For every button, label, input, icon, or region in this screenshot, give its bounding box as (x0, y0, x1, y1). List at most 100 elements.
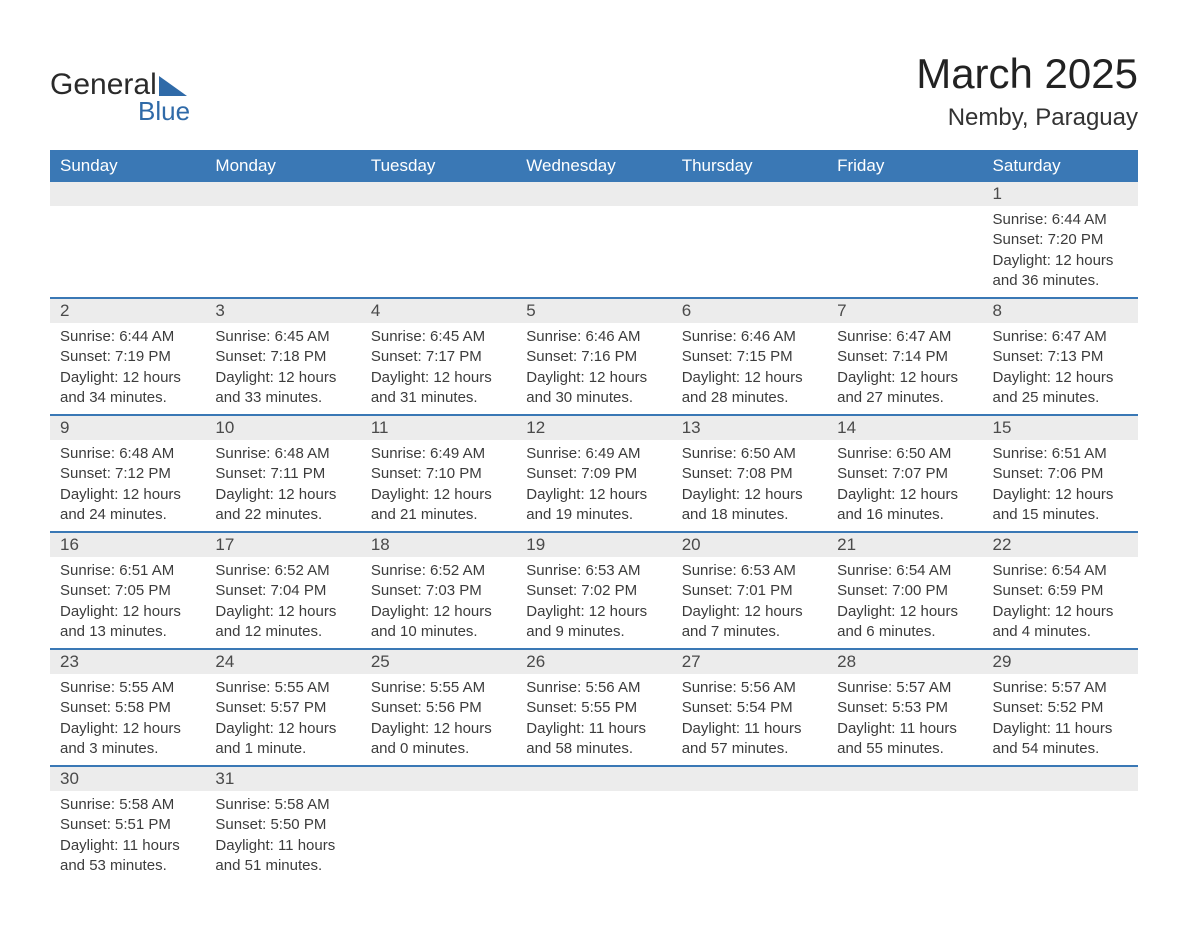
sunrise-text: Sunrise: 6:50 AM (682, 444, 817, 464)
sunrise-text: Sunrise: 6:44 AM (993, 210, 1128, 230)
calendar-table: Sunday Monday Tuesday Wednesday Thursday… (50, 150, 1138, 882)
day-number-cell (361, 182, 516, 206)
daylight-text: and 7 minutes. (682, 622, 817, 642)
daylight-text: and 3 minutes. (60, 739, 195, 759)
sunrise-text: Sunrise: 6:53 AM (526, 561, 661, 581)
day-number-row: 3031 (50, 766, 1138, 791)
day-number-cell: 22 (983, 532, 1138, 557)
day-content-cell: Sunrise: 5:58 AMSunset: 5:51 PMDaylight:… (50, 791, 205, 882)
daylight-text: Daylight: 12 hours (215, 485, 350, 505)
month-title: March 2025 (916, 50, 1138, 98)
day-content-cell: Sunrise: 6:44 AMSunset: 7:19 PMDaylight:… (50, 323, 205, 415)
dow-saturday: Saturday (983, 150, 1138, 182)
daylight-text: Daylight: 11 hours (993, 719, 1128, 739)
sunset-text: Sunset: 7:01 PM (682, 581, 817, 601)
day-content-cell: Sunrise: 6:45 AMSunset: 7:17 PMDaylight:… (361, 323, 516, 415)
sunset-text: Sunset: 7:16 PM (526, 347, 661, 367)
day-number-cell: 23 (50, 649, 205, 674)
day-number-cell (361, 766, 516, 791)
sunrise-text: Sunrise: 5:58 AM (215, 795, 350, 815)
day-content-cell: Sunrise: 6:53 AMSunset: 7:02 PMDaylight:… (516, 557, 671, 649)
daylight-text: and 1 minute. (215, 739, 350, 759)
day-content-cell (983, 791, 1138, 882)
daylight-text: Daylight: 12 hours (837, 368, 972, 388)
daylight-text: Daylight: 11 hours (526, 719, 661, 739)
daylight-text: and 12 minutes. (215, 622, 350, 642)
daylight-text: and 0 minutes. (371, 739, 506, 759)
day-content-row: Sunrise: 5:55 AMSunset: 5:58 PMDaylight:… (50, 674, 1138, 766)
daylight-text: Daylight: 12 hours (371, 368, 506, 388)
daylight-text: and 24 minutes. (60, 505, 195, 525)
sunrise-text: Sunrise: 6:45 AM (215, 327, 350, 347)
sunset-text: Sunset: 7:00 PM (837, 581, 972, 601)
header: General Blue March 2025 Nemby, Paraguay (50, 50, 1138, 132)
daylight-text: and 30 minutes. (526, 388, 661, 408)
sunset-text: Sunset: 7:09 PM (526, 464, 661, 484)
day-content-cell: Sunrise: 6:49 AMSunset: 7:10 PMDaylight:… (361, 440, 516, 532)
day-content-cell: Sunrise: 6:46 AMSunset: 7:15 PMDaylight:… (672, 323, 827, 415)
day-content-cell: Sunrise: 6:47 AMSunset: 7:13 PMDaylight:… (983, 323, 1138, 415)
day-content-cell: Sunrise: 6:50 AMSunset: 7:07 PMDaylight:… (827, 440, 982, 532)
day-content-row: Sunrise: 5:58 AMSunset: 5:51 PMDaylight:… (50, 791, 1138, 882)
day-number-row: 9101112131415 (50, 415, 1138, 440)
day-number-cell: 8 (983, 298, 1138, 323)
sunset-text: Sunset: 7:04 PM (215, 581, 350, 601)
daylight-text: Daylight: 11 hours (60, 836, 195, 856)
daylight-text: and 55 minutes. (837, 739, 972, 759)
logo: General Blue (50, 50, 190, 127)
sunset-text: Sunset: 7:07 PM (837, 464, 972, 484)
day-number-cell: 28 (827, 649, 982, 674)
sunrise-text: Sunrise: 5:56 AM (526, 678, 661, 698)
daylight-text: and 58 minutes. (526, 739, 661, 759)
sunrise-text: Sunrise: 5:57 AM (993, 678, 1128, 698)
day-number-cell: 14 (827, 415, 982, 440)
daylight-text: Daylight: 12 hours (60, 602, 195, 622)
daylight-text: Daylight: 12 hours (993, 368, 1128, 388)
day-content-cell: Sunrise: 6:54 AMSunset: 6:59 PMDaylight:… (983, 557, 1138, 649)
sunrise-text: Sunrise: 6:50 AM (837, 444, 972, 464)
day-content-cell: Sunrise: 5:55 AMSunset: 5:58 PMDaylight:… (50, 674, 205, 766)
day-number-cell: 30 (50, 766, 205, 791)
day-content-cell (361, 206, 516, 298)
sunset-text: Sunset: 7:02 PM (526, 581, 661, 601)
sunset-text: Sunset: 5:54 PM (682, 698, 817, 718)
title-block: March 2025 Nemby, Paraguay (916, 50, 1138, 132)
daylight-text: and 21 minutes. (371, 505, 506, 525)
day-number-cell: 29 (983, 649, 1138, 674)
dow-friday: Friday (827, 150, 982, 182)
daylight-text: Daylight: 12 hours (682, 485, 817, 505)
sunset-text: Sunset: 7:08 PM (682, 464, 817, 484)
day-content-cell: Sunrise: 6:50 AMSunset: 7:08 PMDaylight:… (672, 440, 827, 532)
day-content-cell: Sunrise: 5:55 AMSunset: 5:57 PMDaylight:… (205, 674, 360, 766)
sunset-text: Sunset: 5:56 PM (371, 698, 506, 718)
day-number-row: 1 (50, 182, 1138, 206)
day-content-cell (205, 206, 360, 298)
daylight-text: and 13 minutes. (60, 622, 195, 642)
sunset-text: Sunset: 5:50 PM (215, 815, 350, 835)
day-number-cell (827, 182, 982, 206)
daylight-text: Daylight: 11 hours (682, 719, 817, 739)
day-number-cell: 21 (827, 532, 982, 557)
daylight-text: and 6 minutes. (837, 622, 972, 642)
sunset-text: Sunset: 7:06 PM (993, 464, 1128, 484)
day-number-cell: 25 (361, 649, 516, 674)
sunset-text: Sunset: 7:17 PM (371, 347, 506, 367)
sunset-text: Sunset: 7:10 PM (371, 464, 506, 484)
location: Nemby, Paraguay (916, 104, 1138, 132)
daylight-text: and 33 minutes. (215, 388, 350, 408)
day-content-cell (827, 791, 982, 882)
day-number-row: 23242526272829 (50, 649, 1138, 674)
day-number-cell (983, 766, 1138, 791)
day-content-cell (672, 791, 827, 882)
day-number-cell: 15 (983, 415, 1138, 440)
day-number-cell (516, 766, 671, 791)
day-content-cell: Sunrise: 6:54 AMSunset: 7:00 PMDaylight:… (827, 557, 982, 649)
daylight-text: and 53 minutes. (60, 856, 195, 876)
daylight-text: Daylight: 12 hours (837, 485, 972, 505)
sunrise-text: Sunrise: 6:47 AM (837, 327, 972, 347)
daylight-text: Daylight: 12 hours (682, 368, 817, 388)
day-number-row: 2345678 (50, 298, 1138, 323)
day-content-cell: Sunrise: 5:55 AMSunset: 5:56 PMDaylight:… (361, 674, 516, 766)
sunset-text: Sunset: 7:13 PM (993, 347, 1128, 367)
sunrise-text: Sunrise: 6:48 AM (60, 444, 195, 464)
